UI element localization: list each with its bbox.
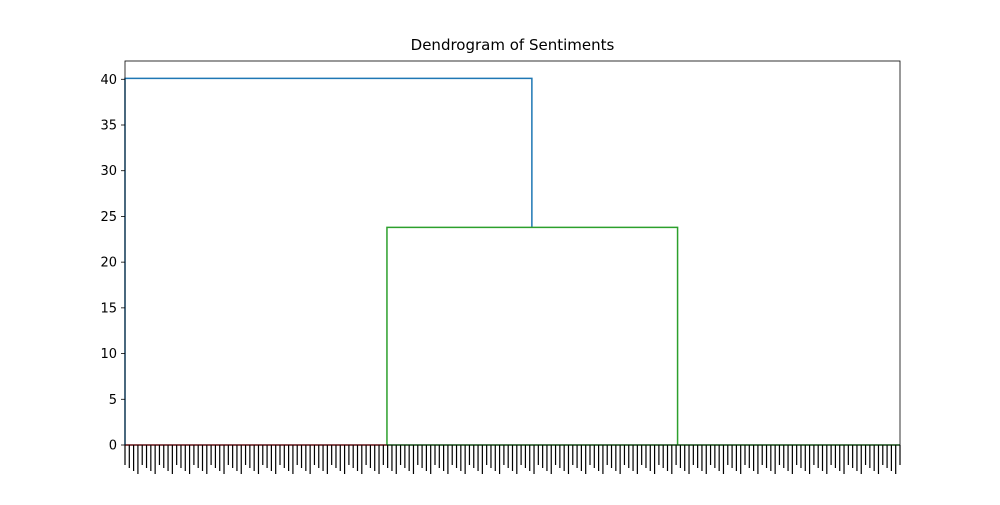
dendrogram-link-1	[124, 77, 533, 445]
y-tick-label: 25	[100, 210, 117, 225]
y-tick-label: 0	[109, 439, 117, 454]
y-tick-label: 10	[100, 347, 117, 362]
plot-frame	[124, 60, 901, 446]
y-tick-label: 30	[100, 164, 117, 179]
y-tick-label: 40	[100, 73, 117, 88]
y-tick-label: 35	[100, 119, 117, 134]
dendrogram-link-2	[386, 226, 679, 445]
y-tick-label: 15	[100, 301, 117, 316]
chart-title: Dendrogram of Sentiments	[410, 36, 615, 54]
y-tick-label: 20	[100, 256, 117, 271]
y-tick-label: 5	[109, 393, 117, 408]
